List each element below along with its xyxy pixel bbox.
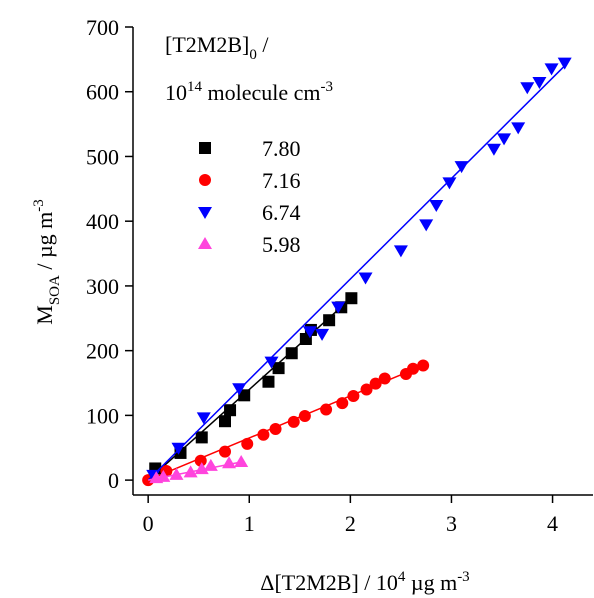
point (195, 431, 208, 444)
x-axis-title-part: Δ[T2M2B] / 10 (260, 570, 398, 595)
legend-marker (199, 142, 211, 154)
point (222, 456, 237, 469)
point (285, 347, 298, 360)
point (532, 77, 547, 90)
legend-marker (198, 237, 212, 249)
legend-marker (199, 174, 211, 186)
legend-title-part: [T2M2B] (165, 32, 249, 57)
point (203, 458, 218, 471)
point (419, 219, 434, 232)
point (196, 412, 211, 425)
y-tick-label: 0 (108, 468, 119, 493)
y-tick-label: 600 (86, 80, 119, 105)
x-axis-title-part: µg m (405, 570, 457, 595)
point (497, 133, 512, 146)
point (378, 372, 391, 385)
point (429, 200, 444, 213)
point (156, 469, 171, 482)
point (302, 326, 317, 339)
point (345, 292, 358, 305)
point (183, 465, 198, 478)
point (557, 57, 572, 70)
legend-title-part: / (257, 32, 270, 57)
point (347, 389, 360, 402)
legend-label: 7.80 (262, 136, 301, 161)
point (331, 301, 346, 314)
point (417, 359, 430, 372)
legend-title-part: molecule cm (202, 80, 321, 105)
legend-label: 7.16 (262, 168, 301, 193)
y-tick-label: 100 (86, 403, 119, 428)
legend-label: 5.98 (262, 232, 301, 257)
y-tick-label: 200 (86, 339, 119, 364)
point (358, 272, 373, 285)
y-tick-label: 500 (86, 144, 119, 169)
legend-title-part: -3 (321, 79, 334, 95)
point (323, 314, 336, 327)
point (511, 122, 526, 135)
point (194, 454, 207, 467)
x-tick-label: 1 (244, 511, 255, 536)
point (241, 437, 254, 450)
legend-marker (198, 207, 212, 219)
point (264, 356, 279, 369)
point (442, 177, 457, 190)
y-axis-title-part: -3 (31, 199, 47, 212)
point (194, 462, 209, 475)
x-tick-label: 3 (446, 511, 457, 536)
point (257, 428, 270, 441)
point (298, 410, 311, 423)
x-tick-label: 0 (143, 511, 154, 536)
point (360, 383, 373, 396)
y-axis-title: MSOA / µg m-3 (31, 199, 63, 324)
point (238, 389, 251, 402)
x-tick-label: 2 (345, 511, 356, 536)
x-tick-label: 4 (547, 511, 558, 536)
point (320, 403, 333, 416)
point (520, 82, 535, 95)
point (315, 328, 330, 341)
x-axis-title: Δ[T2M2B] / 104 µg m-3 (260, 569, 469, 595)
y-tick-label: 300 (86, 274, 119, 299)
x-axis-title-part: 4 (398, 569, 406, 585)
point (169, 467, 184, 480)
point (219, 445, 231, 458)
y-tick-label: 700 (86, 15, 119, 40)
point (171, 442, 186, 455)
point (269, 422, 282, 435)
point (369, 377, 382, 390)
legend-title: [T2M2B]0 / (165, 32, 269, 63)
legend-title-part: 0 (249, 47, 257, 63)
legend-title: 1014 molecule cm-3 (165, 79, 333, 105)
legend-title-part: 10 (165, 80, 187, 105)
point (393, 245, 408, 258)
x-axis-title-part: -3 (457, 569, 470, 585)
point (219, 415, 231, 428)
point (272, 362, 285, 375)
point (544, 63, 559, 76)
fit-line (147, 65, 566, 481)
legend-label: 6.74 (262, 200, 301, 225)
y-axis-title-part: / µg m (32, 212, 57, 275)
point (486, 143, 501, 156)
point (262, 375, 275, 388)
point (232, 383, 247, 396)
point (234, 454, 249, 467)
legend-title-part: 14 (187, 79, 203, 95)
point (454, 161, 469, 174)
y-axis-title-part: SOA (47, 275, 63, 305)
point (287, 415, 300, 428)
point (336, 397, 349, 410)
y-tick-label: 400 (86, 209, 119, 234)
point (407, 362, 420, 375)
point (224, 404, 237, 417)
y-axis-title-part: M (32, 305, 57, 325)
